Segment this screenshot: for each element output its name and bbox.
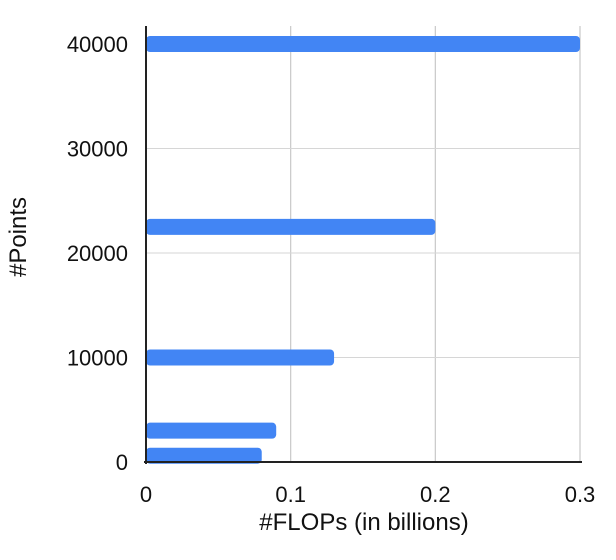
- y-tick-label: 20000: [67, 241, 128, 266]
- y-tick-label: 30000: [67, 137, 128, 162]
- y-tick-label: 40000: [67, 32, 128, 57]
- axes: [144, 26, 582, 464]
- x-axis-title: #FLOPs (in billions): [259, 509, 468, 536]
- bar: [146, 36, 580, 52]
- x-tick-label: 0.2: [420, 482, 451, 507]
- bars: [146, 36, 580, 464]
- y-tick-label: 0: [116, 450, 128, 475]
- y-tick-label: 10000: [67, 346, 128, 371]
- x-tick-label: 0: [140, 482, 152, 507]
- x-tick-labels: 0 0.1 0.2 0.3: [140, 482, 595, 507]
- x-tick-label: 0.3: [565, 482, 596, 507]
- y-tick-labels: 0 10000 20000 30000 40000: [67, 32, 128, 475]
- bar: [146, 349, 335, 366]
- bar: [146, 422, 277, 439]
- x-tick-label: 0.1: [275, 482, 306, 507]
- grid-lines: [146, 26, 581, 463]
- bar: [146, 447, 262, 464]
- y-axis-title: #Points: [5, 197, 32, 277]
- bar: [146, 218, 436, 235]
